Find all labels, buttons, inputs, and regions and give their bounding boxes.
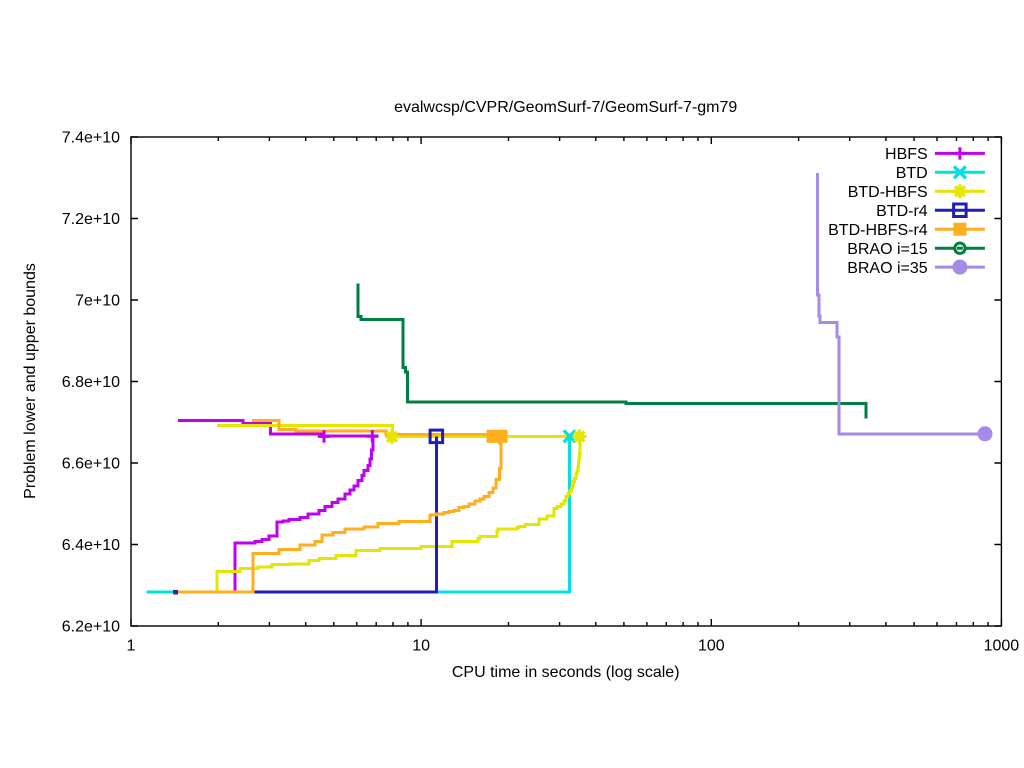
- svg-text:100: 100: [698, 638, 725, 655]
- svg-text:CPU time in seconds (log scale: CPU time in seconds (log scale): [452, 664, 680, 681]
- svg-text:evalwcsp/CVPR/GeomSurf-7/GeomS: evalwcsp/CVPR/GeomSurf-7/GeomSurf-7-gm79: [394, 99, 737, 116]
- svg-text:10: 10: [412, 638, 430, 655]
- svg-text:Problem lower and upper bounds: Problem lower and upper bounds: [22, 263, 39, 499]
- svg-text:6.4e+10: 6.4e+10: [62, 537, 120, 554]
- svg-text:7.2e+10: 7.2e+10: [62, 211, 120, 228]
- svg-text:BTD-HBFS-r4: BTD-HBFS-r4: [828, 222, 928, 239]
- svg-text:HBFS: HBFS: [885, 146, 928, 163]
- svg-text:6.8e+10: 6.8e+10: [62, 374, 120, 391]
- svg-text:BTD-HBFS: BTD-HBFS: [848, 184, 928, 201]
- svg-text:1000: 1000: [984, 638, 1020, 655]
- svg-text:BRAO i=15: BRAO i=15: [847, 241, 928, 258]
- svg-text:BRAO i=35: BRAO i=35: [847, 260, 928, 277]
- svg-text:7e+10: 7e+10: [75, 293, 120, 310]
- svg-text:BTD: BTD: [896, 165, 928, 182]
- svg-text:6.2e+10: 6.2e+10: [62, 619, 120, 636]
- svg-text:7.4e+10: 7.4e+10: [62, 130, 120, 147]
- svg-text:6.6e+10: 6.6e+10: [62, 456, 120, 473]
- svg-text:1: 1: [127, 638, 136, 655]
- svg-text:BTD-r4: BTD-r4: [876, 203, 928, 220]
